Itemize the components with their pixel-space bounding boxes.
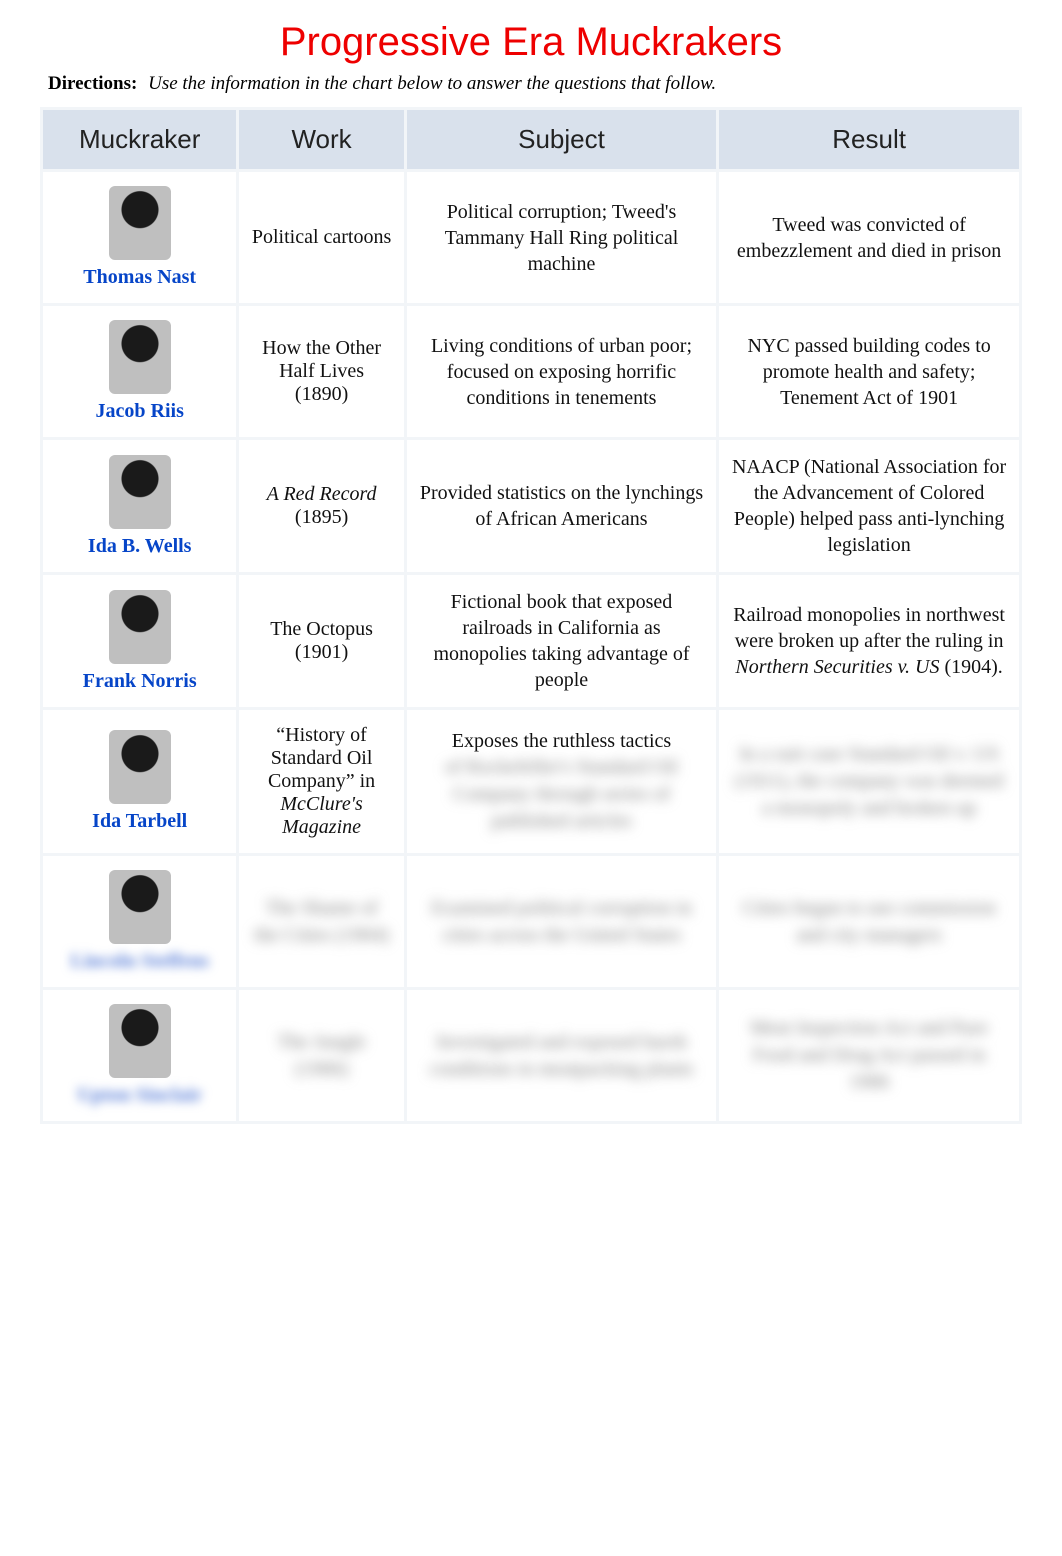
portrait-icon — [109, 730, 171, 804]
portrait-icon — [109, 1004, 171, 1078]
work-blurred: The Shame of the Cities (1904) — [254, 897, 388, 946]
col-subject: Subject — [407, 110, 716, 169]
muckraker-cell: Frank Norris — [43, 575, 236, 707]
work-title: A Red Record — [267, 483, 377, 505]
result-cell: NYC passed building codes to promote hea… — [719, 306, 1019, 437]
portrait-icon — [109, 186, 171, 260]
col-result: Result — [719, 110, 1019, 169]
work-blurred: The Jungle (1906) — [277, 1031, 365, 1080]
muckraker-link-tarbell[interactable]: Ida Tarbell — [92, 810, 187, 832]
result-cell: Railroad monopolies in northwest were br… — [719, 575, 1019, 707]
result-cell: NAACP (National Association for the Adva… — [719, 440, 1019, 572]
subject-cell: Fictional book that exposed railroads in… — [407, 575, 716, 707]
portrait-icon — [109, 320, 171, 394]
work-cell: Political cartoons — [239, 172, 403, 303]
table-header-row: Muckraker Work Subject Result — [43, 110, 1019, 169]
page-title: Progressive Era Muckrakers — [40, 20, 1022, 65]
work-cell: A Red Record (1895) — [239, 440, 403, 572]
subject-cell: Exposes the ruthless tactics of Rockefel… — [407, 710, 716, 853]
muckraker-table: Muckraker Work Subject Result Thomas Nas… — [40, 107, 1022, 1124]
subject-visible: Exposes the ruthless tactics — [452, 730, 671, 752]
muckraker-cell: Jacob Riis — [43, 306, 236, 437]
muckraker-link-riis[interactable]: Jacob Riis — [96, 400, 184, 422]
muckraker-link-blurred[interactable]: Lincoln Steffens — [71, 950, 209, 972]
table-row: Thomas Nast Political cartoons Political… — [43, 172, 1019, 303]
work-cell: “History of Standard Oil Company” in McC… — [239, 710, 403, 853]
table-row: Jacob Riis How the Other Half Lives (189… — [43, 306, 1019, 437]
result-blurred: In a suit case Standard Oil v. US (1911)… — [735, 743, 1004, 819]
muckraker-cell: Thomas Nast — [43, 172, 236, 303]
table-row: Ida B. Wells A Red Record (1895) Provide… — [43, 440, 1019, 572]
col-muckraker: Muckraker — [43, 110, 236, 169]
muckraker-link-wells[interactable]: Ida B. Wells — [88, 535, 192, 557]
result-cell: Tweed was convicted of embezzlement and … — [719, 172, 1019, 303]
portrait-icon — [109, 455, 171, 529]
table-row: Frank Norris The Octopus (1901) Fictiona… — [43, 575, 1019, 707]
subject-cell: Provided statistics on the lynchings of … — [407, 440, 716, 572]
subject-blurred: Examined political corruption in cities … — [431, 897, 692, 946]
result-cell: Cities began to use commission and city … — [719, 856, 1019, 987]
muckraker-link-norris[interactable]: Frank Norris — [83, 670, 197, 692]
muckraker-cell: Upton Sinclair — [43, 990, 236, 1121]
muckraker-link-blurred[interactable]: Upton Sinclair — [77, 1084, 202, 1106]
work-cell: The Shame of the Cities (1904) — [239, 856, 403, 987]
work-year: (1890) — [295, 383, 348, 405]
subject-blurred: Investigated and exposed harsh condition… — [430, 1031, 694, 1080]
subject-blurred: of Rockefeller's Standard Oil Company th… — [445, 756, 678, 832]
work-title: The Octopus — [270, 618, 373, 640]
directions-text: Use the information in the chart below t… — [148, 73, 716, 94]
work-year: (1901) — [295, 641, 348, 663]
work-year: (1895) — [295, 506, 348, 528]
table-row: Upton Sinclair The Jungle (1906) Investi… — [43, 990, 1019, 1121]
subject-cell: Political corruption; Tweed's Tammany Ha… — [407, 172, 716, 303]
subject-cell: Examined political corruption in cities … — [407, 856, 716, 987]
subject-cell: Living conditions of urban poor; focused… — [407, 306, 716, 437]
directions: Directions: Use the information in the c… — [40, 73, 1022, 95]
subject-cell: Investigated and exposed harsh condition… — [407, 990, 716, 1121]
portrait-icon — [109, 590, 171, 664]
table-row: Ida Tarbell “History of Standard Oil Com… — [43, 710, 1019, 853]
result-blurred: Meat Inspection Act and Pure Food and Dr… — [750, 1017, 988, 1093]
muckraker-cell: Lincoln Steffens — [43, 856, 236, 987]
muckraker-link-nast[interactable]: Thomas Nast — [83, 266, 196, 288]
directions-label: Directions: — [48, 73, 137, 94]
work-cell: The Octopus (1901) — [239, 575, 403, 707]
result-blurred: Cities began to use commission and city … — [742, 897, 995, 946]
muckraker-cell: Ida Tarbell — [43, 710, 236, 853]
result-cell: Meat Inspection Act and Pure Food and Dr… — [719, 990, 1019, 1121]
table-row: Lincoln Steffens The Shame of the Cities… — [43, 856, 1019, 987]
work-cell: The Jungle (1906) — [239, 990, 403, 1121]
work-cell: How the Other Half Lives (1890) — [239, 306, 403, 437]
result-cell: In a suit case Standard Oil v. US (1911)… — [719, 710, 1019, 853]
work-title: How the Other Half Lives — [262, 337, 381, 382]
portrait-icon — [109, 870, 171, 944]
muckraker-cell: Ida B. Wells — [43, 440, 236, 572]
col-work: Work — [239, 110, 403, 169]
